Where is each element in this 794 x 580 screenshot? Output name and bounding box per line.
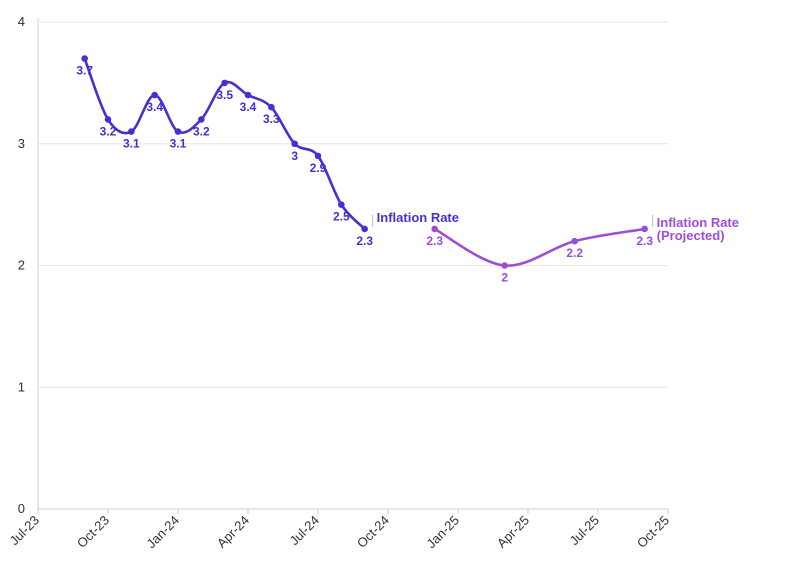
data-point xyxy=(338,201,345,208)
y-tick-label: 0 xyxy=(18,501,25,516)
x-tick-label: Oct-24 xyxy=(354,513,392,551)
grid-layer xyxy=(38,21,668,510)
y-tick-label: 2 xyxy=(18,258,25,273)
data-label: 3.5 xyxy=(216,88,233,102)
data-label: 3.1 xyxy=(123,137,140,151)
x-tick-label: Oct-23 xyxy=(74,513,112,551)
data-label: 3.1 xyxy=(170,137,187,151)
data-point xyxy=(571,237,578,245)
y-tick-label: 1 xyxy=(18,379,25,394)
data-label: 2.5 xyxy=(333,210,350,224)
data-label: 3 xyxy=(291,149,298,163)
data-label: 2.9 xyxy=(310,161,327,175)
x-tick-label: Jul-24 xyxy=(286,513,322,549)
data-point xyxy=(291,140,298,148)
data-label: 2 xyxy=(501,271,508,285)
series-name-label: Inflation Rate (Projected) xyxy=(657,215,739,243)
x-tick-label: Jul-23 xyxy=(6,513,42,549)
data-label: 2.2 xyxy=(566,246,583,260)
x-tick-label: Apr-25 xyxy=(494,513,532,551)
series-name-line: (Projected) xyxy=(657,228,725,243)
data-point xyxy=(501,262,508,269)
series-layer xyxy=(81,55,648,269)
data-label: 3.4 xyxy=(146,100,163,114)
data-point xyxy=(198,116,205,123)
data-point xyxy=(104,116,112,123)
series-name-label: Inflation Rate xyxy=(377,210,459,225)
series-line-1 xyxy=(433,227,646,267)
data-point xyxy=(314,152,322,160)
data-label: 2.3 xyxy=(356,234,373,248)
x-tick-label: Jan-25 xyxy=(423,513,462,552)
data-label: 2.3 xyxy=(636,234,653,248)
y-tick-label: 3 xyxy=(18,136,25,151)
x-tick-label: Jul-25 xyxy=(566,513,602,549)
data-point xyxy=(128,128,135,135)
axis-layer: 0 1 2 3 4 Jul-23 Oct-23 Jan-24 Apr-24 Jul-24 Oct-2… xyxy=(6,14,672,551)
x-tick-label: Oct-25 xyxy=(634,513,672,551)
data-label: 3.7 xyxy=(76,64,93,78)
data-label: 2.3 xyxy=(426,234,443,248)
data-label: 3.3 xyxy=(263,112,280,126)
data-point xyxy=(221,79,228,87)
x-tick-label: Jan-24 xyxy=(143,513,182,552)
data-point xyxy=(174,128,182,135)
x-tick-label: Apr-24 xyxy=(214,513,252,551)
data-label: 3.4 xyxy=(240,100,257,114)
series-name-line: Inflation Rate xyxy=(657,215,739,230)
label-layer: 3.7 3.2 3.1 3.4 3.1 3.2 3.5 3.4 3.3 3 2.9 2.5 2.3 Inf… xyxy=(76,64,739,285)
y-tick-label: 4 xyxy=(18,14,25,29)
data-point xyxy=(268,103,275,111)
data-label: 3.2 xyxy=(100,124,117,138)
data-point xyxy=(641,225,648,233)
data-label: 3.2 xyxy=(193,124,210,138)
data-point xyxy=(244,91,252,99)
data-point xyxy=(431,225,438,233)
data-point xyxy=(151,91,158,99)
data-point xyxy=(361,225,368,233)
data-point xyxy=(81,55,88,62)
series-name-line: Inflation Rate xyxy=(377,210,459,225)
